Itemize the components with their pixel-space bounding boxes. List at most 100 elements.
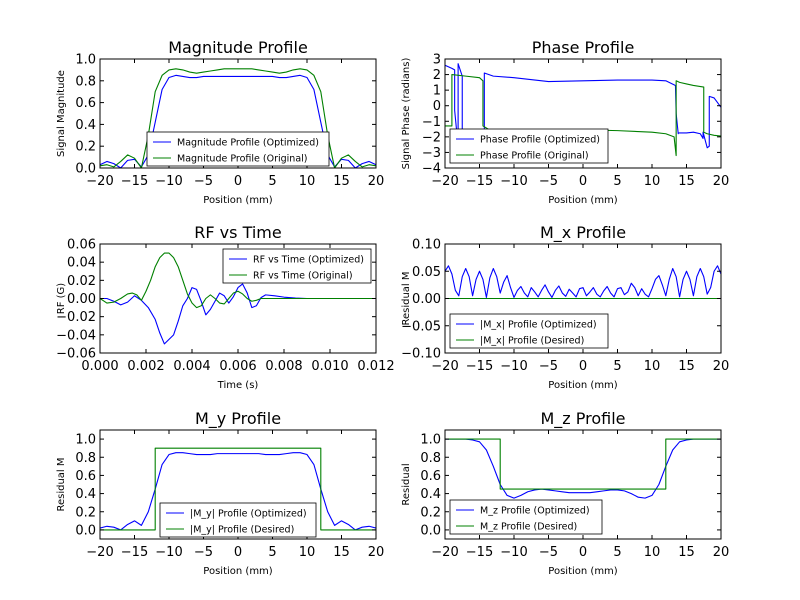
rf-xtick-label: 0.000 (81, 359, 118, 374)
mag-legend-label-1: Magnitude Profile (Original) (177, 154, 308, 165)
mz-xtick-label: −20 (431, 545, 458, 560)
my-series-1-line (100, 447, 376, 531)
phase-xtick-label: −20 (431, 174, 458, 189)
phase-xtick-label: 0 (579, 174, 587, 189)
mag-ylabel: Signal Magnitude (56, 70, 67, 157)
mx-series-0-line (445, 265, 721, 298)
phase-title: Phase Profile (532, 38, 635, 57)
mag-ytick-label: 0.0 (75, 162, 96, 177)
phase-ytick-label: −2 (422, 130, 441, 145)
my-xtick-label: −15 (121, 545, 148, 560)
phase-xtick-label: −15 (466, 174, 493, 189)
phase-ytick-label: −3 (422, 146, 441, 161)
mag-series-group (100, 68, 376, 168)
phase-series-0-line (445, 63, 721, 149)
rf-chart: 0.000 0.002 0.004 0.006 0.008 0.010 0.012 −0.06… (56, 223, 395, 391)
rf-xtick-label: 0.012 (357, 359, 394, 374)
my-xtick-label: 10 (299, 545, 316, 560)
phase-xtick-label: 15 (678, 174, 695, 189)
phase-xtick-label: −10 (500, 174, 527, 189)
mag-ytick-label: 1.0 (75, 53, 96, 68)
mag-xtick-label: 20 (368, 174, 385, 189)
phase-legend-label-0: Phase Profile (Optimized) (480, 135, 600, 146)
mag-xtick-label: 10 (299, 174, 316, 189)
mag-xtick-label: −10 (155, 174, 182, 189)
my-xtick-label: 20 (368, 545, 385, 560)
mx-ytick-label: −0.05 (401, 319, 441, 334)
my-chart: −20 −15 −10 −5 0 5 10 15 20 0.0 0.2 0.4 0.6 0.8 1.0 M_y… (56, 409, 384, 577)
phase-ytick-label: 0 (433, 99, 441, 114)
phase-ytick-label: −1 (422, 115, 441, 130)
my-ytick-label: 1.0 (75, 433, 96, 448)
phase-series-group (445, 63, 721, 157)
mz-xtick-label: 10 (644, 545, 661, 560)
my-legend: |M_y| Profile (Optimized) |M_y| Profile (… (159, 502, 317, 538)
my-legend-label-1: |M_y| Profile (Desired) (190, 525, 294, 536)
mx-chart: −20 −15 −10 −5 0 5 10 15 20 −0.10 −0.05 0.00 0.05 0.1… (401, 223, 729, 391)
mx-xtick-label: 15 (678, 359, 695, 374)
mz-xtick-label: 20 (713, 545, 730, 560)
mz-xtick-label: −15 (466, 545, 493, 560)
rf-xtick-label: 0.006 (219, 359, 256, 374)
phase-ytick-label: 3 (433, 53, 441, 68)
mx-legend: |M_x| Profile (Optimized) |M_x| Profile (… (449, 313, 609, 349)
my-ytick-label: 0.2 (75, 505, 96, 520)
rf-ytick-label: 0.00 (67, 292, 96, 307)
mag-series-1-line (100, 68, 376, 168)
phase-xtick-label: 20 (713, 174, 730, 189)
mz-ytick-label: 1.0 (420, 433, 441, 448)
mz-xtick-label: 5 (613, 545, 621, 560)
mz-xtick-label: −5 (539, 545, 558, 560)
mx-ytick-label: −0.10 (401, 347, 441, 362)
my-legend-box (159, 502, 317, 538)
mx-xlabel: Position (mm) (548, 380, 617, 391)
rf-xtick-label: 0.002 (127, 359, 164, 374)
mx-xtick-label: 5 (613, 359, 621, 374)
my-xtick-label: 5 (268, 545, 276, 560)
mag-ytick-label: 0.6 (75, 96, 96, 111)
phase-ytick-label: 2 (433, 68, 441, 83)
mag-xtick-label: 5 (268, 174, 276, 189)
my-series-group (100, 447, 376, 531)
mx-xtick-label: −10 (500, 359, 527, 374)
phase-xlabel: Position (mm) (548, 195, 617, 206)
mz-chart: −20 −15 −10 −5 0 5 10 15 20 0.0 0.2 0.4 0.6 0.8 1.0 M_z… (401, 409, 729, 577)
rf-ytick-label: −0.06 (56, 347, 96, 362)
rf-series-0-line (100, 283, 376, 345)
mag-xtick-label: −15 (121, 174, 148, 189)
mx-xtick-label: 0 (579, 359, 587, 374)
phase-legend: Phase Profile (Optimized) Phase Profile (… (449, 128, 609, 164)
mag-title: Magnitude Profile (168, 38, 308, 57)
rf-series-group (100, 252, 376, 345)
my-ytick-label: 0.6 (75, 469, 96, 484)
mx-xtick-label: −20 (431, 359, 458, 374)
rf-ytick-label: 0.04 (67, 256, 96, 271)
mx-ylabel: Residual M (401, 271, 412, 325)
mz-series-1-line (445, 438, 721, 490)
mz-xlabel: Position (mm) (548, 566, 617, 577)
phase-legend-box (449, 128, 609, 164)
mz-xtick-label: 0 (579, 545, 587, 560)
mag-legend-label-0: Magnitude Profile (Optimized) (177, 138, 319, 149)
rf-xtick-label: 0.008 (265, 359, 302, 374)
mz-title: M_z Profile (540, 409, 625, 429)
mag-xtick-label: −5 (194, 174, 213, 189)
rf-xlabel: Time (s) (217, 380, 259, 391)
mz-ytick-label: 0.8 (420, 451, 441, 466)
my-xtick-label: 0 (234, 545, 242, 560)
rf-ytick-label: 0.06 (67, 238, 96, 253)
my-ylabel: Residual M (56, 457, 67, 511)
my-ytick-label: 0.4 (75, 487, 96, 502)
my-xtick-label: 15 (333, 545, 350, 560)
mag-chart: −20 −15 −10 −5 0 5 10 15 20 0.0 0.2 0.4 0.6 0.8 1.0 Mag… (56, 38, 384, 206)
my-xlabel: Position (mm) (203, 566, 272, 577)
phase-legend-label-1: Phase Profile (Original) (480, 151, 589, 162)
rf-ytick-label: −0.02 (56, 310, 96, 325)
phase-xtick-label: 10 (644, 174, 661, 189)
mag-xtick-label: 15 (333, 174, 350, 189)
rf-legend-box (222, 248, 372, 284)
mx-xtick-label: −5 (539, 359, 558, 374)
mz-legend-label-0: M_z Profile (Optimized) (480, 506, 590, 517)
my-series-0-line (100, 452, 376, 531)
